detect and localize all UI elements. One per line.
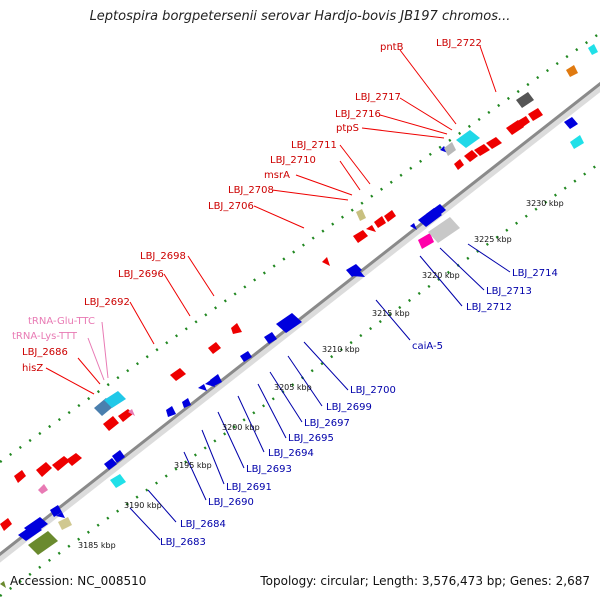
gene-label: LBJ_2697: [304, 418, 350, 429]
gene-label: caiA-5: [412, 341, 443, 352]
scale-label: 3220 kbp: [422, 271, 460, 280]
bottom-leader-lines: [129, 243, 511, 541]
gene-label: LBJ_2698: [140, 251, 186, 262]
forward-genes: [0, 108, 543, 531]
gene-label: LBJ_2717: [355, 92, 401, 103]
gene-label: LBJ_2692: [84, 297, 130, 308]
gene-label: pntB: [380, 42, 404, 53]
accession-text: Accession: NC_008510: [10, 574, 147, 588]
scale-labels: 3185 kbp 3190 kbp 3195 kbp 3200 kbp 3205…: [78, 199, 564, 550]
gene-label: LBJ_2690: [208, 497, 254, 508]
scale-label: 3210 kbp: [322, 345, 360, 354]
trna-label: tRNA-Lys-TTT: [12, 331, 78, 342]
gene-label: hisZ: [22, 363, 43, 374]
scale-label: 3215 kbp: [372, 309, 410, 318]
scale-label: 3200 kbp: [222, 423, 260, 432]
bottom-gene-labels: LBJ_2714 LBJ_2713 LBJ_2712 caiA-5 LBJ_27…: [160, 268, 558, 548]
genome-summary-text: Topology: circular; Length: 3,576,473 bp…: [260, 574, 590, 588]
gene-label: LBJ_2711: [291, 140, 337, 151]
gene-label: msrA: [264, 170, 290, 181]
scale-label: 3195 kbp: [174, 461, 212, 470]
reverse-genes: [18, 117, 578, 541]
gene-label: LBJ_2694: [268, 448, 314, 459]
gene-label: LBJ_2699: [326, 402, 372, 413]
gene-label: LBJ_2710: [270, 155, 316, 166]
gene-label: LBJ_2713: [486, 286, 532, 297]
gene-label: LBJ_2712: [466, 302, 512, 313]
gene-label: LBJ_2693: [246, 464, 292, 475]
gene-label: LBJ_2708: [228, 185, 274, 196]
trna-leader-lines: [87, 321, 109, 381]
gene-label: LBJ_2684: [180, 519, 226, 530]
gene-label: LBJ_2722: [436, 38, 482, 49]
scale-label: 3225 kbp: [474, 235, 512, 244]
trna-label: tRNA-Glu-TTC: [28, 316, 95, 327]
gene-label: LBJ_2696: [118, 269, 164, 280]
gene-label: ptpS: [336, 123, 359, 134]
gene-label: LBJ_2716: [335, 109, 381, 120]
tick-track-upper: [0, 31, 600, 464]
top-gene-labels: LBJ_2722 pntB LBJ_2717 LBJ_2716 ptpS LBJ…: [12, 38, 482, 374]
scale-label: 3190 kbp: [124, 501, 162, 510]
scale-label: 3230 kbp: [526, 199, 564, 208]
tick-track-lower: [0, 161, 600, 598]
misc-features: [0, 44, 598, 588]
scale-label: 3205 kbp: [274, 383, 312, 392]
map-title: Leptospira borgpetersenii serovar Hardjo…: [89, 9, 511, 24]
gene-label: LBJ_2686: [22, 347, 68, 358]
scale-label: 3185 kbp: [78, 541, 116, 550]
gene-label: LBJ_2700: [350, 385, 396, 396]
gene-label: LBJ_2706: [208, 201, 254, 212]
gene-label: LBJ_2683: [160, 537, 206, 548]
top-leader-lines: [45, 45, 497, 395]
gene-label: LBJ_2691: [226, 482, 272, 493]
gene-label: LBJ_2695: [288, 433, 334, 444]
gene-label: LBJ_2714: [512, 268, 558, 279]
